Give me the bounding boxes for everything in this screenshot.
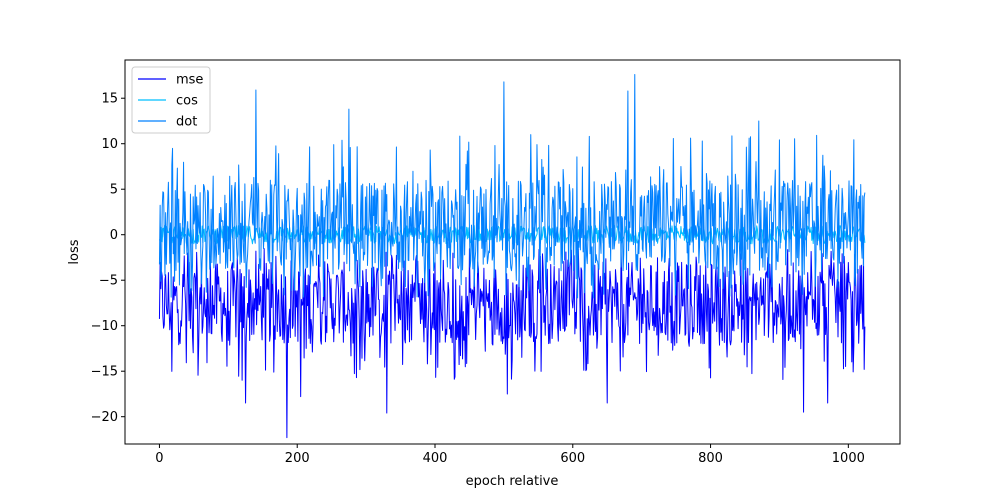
y-tick-label: 10	[101, 137, 118, 152]
legend-label-mse: mse	[176, 73, 203, 88]
y-tick-label: −5	[99, 274, 118, 289]
x-tick-label: 400	[423, 451, 448, 466]
y-tick-label: −15	[91, 365, 118, 380]
y-tick-label: 0	[110, 228, 118, 243]
x-tick-label: 800	[698, 451, 723, 466]
legend-label-cos: cos	[176, 94, 198, 109]
y-tick-label: 5	[110, 183, 118, 198]
x-axis: 0 200 400 600 800 1000	[155, 444, 865, 466]
x-tick-label: 0	[155, 451, 163, 466]
y-tick-label: −10	[91, 319, 118, 334]
legend-label-dot: dot	[176, 115, 197, 130]
legend: mse cos dot	[131, 66, 211, 134]
series-line-dot	[158, 74, 866, 299]
x-axis-label: epoch relative	[466, 474, 559, 489]
y-axis-label: loss	[67, 239, 82, 264]
x-tick-label: 1000	[832, 451, 865, 466]
y-axis: −20 −15 −10 −5 0 5 10 15	[91, 92, 125, 425]
x-tick-label: 600	[560, 451, 585, 466]
plot-area-frame	[124, 59, 901, 445]
series-layer	[158, 74, 866, 439]
x-tick-label: 200	[285, 451, 310, 466]
legend-frame	[131, 66, 211, 134]
y-tick-label: −20	[91, 410, 118, 425]
series-line-mse	[158, 248, 866, 439]
y-tick-label: 15	[101, 92, 118, 107]
